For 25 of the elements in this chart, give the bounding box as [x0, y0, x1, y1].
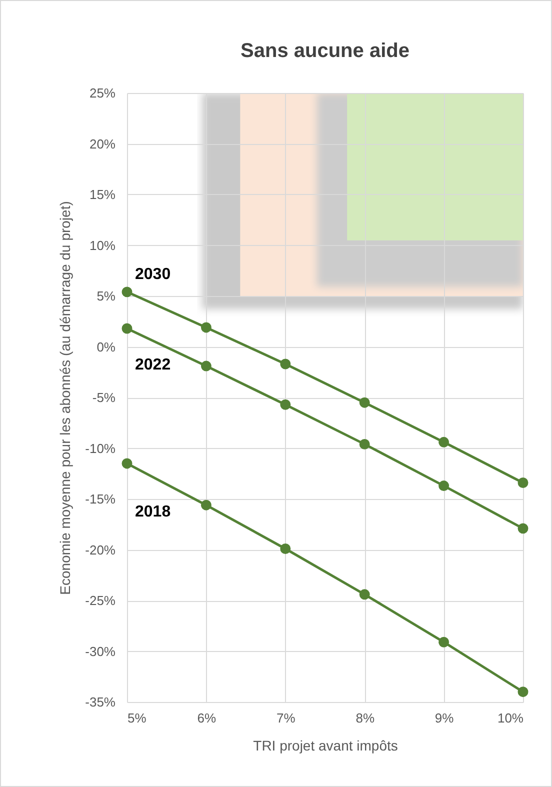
y-tick-label: -5% [92, 390, 116, 405]
series-label: 2030 [135, 266, 171, 283]
y-tick-label: -25% [85, 593, 116, 608]
y-tick-label: -30% [85, 644, 116, 659]
y-tick-label: -15% [85, 492, 116, 506]
y-tick-label: 0% [96, 339, 116, 354]
y-tick-label: 5% [96, 288, 116, 304]
series-label: 2018 [135, 503, 171, 520]
y-tick-label: 10% [89, 238, 116, 253]
chart-title: Sans aucune aide [240, 40, 410, 62]
x-tick-label: 9% [434, 710, 454, 726]
y-tick-label: -35% [85, 694, 116, 710]
x-tick-label: 7% [276, 710, 296, 726]
series-label: 2022 [135, 356, 171, 374]
x-axis-title: TRI projet avant impôts [253, 738, 398, 754]
y-tick-label: -10% [85, 440, 116, 456]
y-axis-title: Economie moyenne pour les abonnés (au démarrage du projet) [57, 201, 74, 595]
x-tick-label: 5% [128, 710, 147, 726]
y-tick-label: -20% [85, 542, 116, 558]
x-tick-label: 10% [497, 710, 524, 726]
y-tick-label: 15% [89, 187, 116, 202]
y-tick-label: 25% [89, 86, 116, 100]
y-tick-label: 20% [89, 136, 116, 152]
x-tick-label: 8% [356, 710, 375, 726]
x-tick-label: 6% [197, 710, 217, 726]
